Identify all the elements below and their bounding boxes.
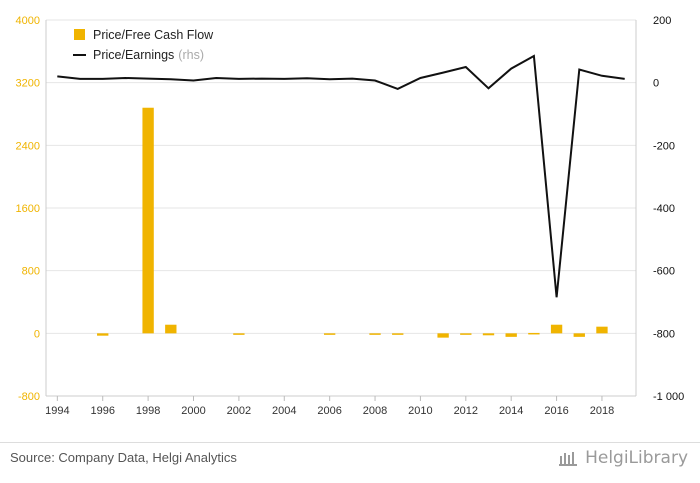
- brand-logo: HelgiLibrary: [559, 448, 688, 468]
- x-axis: 1994 1996 1998 2000 2002 2004 2006 2008 2010 2012…: [45, 395, 636, 417]
- right-tick-label: -1 000: [653, 391, 684, 403]
- legend: Price/Free Cash Flow Price/Earnings (rhs): [73, 28, 214, 62]
- x-tick-label: 1998: [136, 405, 160, 417]
- bar: [233, 333, 245, 335]
- bar: [482, 333, 495, 336]
- bar: [323, 333, 336, 335]
- left-tick-label: 2400: [16, 140, 40, 152]
- bar: [392, 333, 404, 335]
- x-tick-label: 2016: [544, 405, 568, 417]
- left-tick-label: -800: [18, 391, 40, 403]
- legend-label-pe-suffix: (rhs): [178, 48, 204, 62]
- x-tick-label: 2014: [499, 405, 523, 417]
- left-axis: 4000 3200 2400 1600 800 0 -800: [16, 15, 47, 403]
- legend-label-pe: Price/Earnings (rhs): [93, 48, 204, 62]
- source-note: Source: Company Data, Helgi Analytics: [10, 450, 237, 465]
- left-tick-label: 1600: [16, 203, 40, 215]
- x-tick-label: 2018: [590, 405, 614, 417]
- x-tick-label: 2008: [363, 405, 387, 417]
- x-tick-label: 2010: [408, 405, 432, 417]
- bar: [437, 333, 449, 338]
- x-tick-label: 2012: [454, 405, 478, 417]
- bar: [97, 333, 109, 336]
- left-tick-label: 0: [34, 328, 40, 340]
- bar: [460, 333, 472, 335]
- bar: [369, 333, 381, 335]
- x-tick-label: 1996: [90, 405, 114, 417]
- library-icon: [559, 452, 578, 466]
- bar: [528, 332, 540, 335]
- right-tick-label: -600: [653, 266, 675, 278]
- right-tick-label: -200: [653, 140, 675, 152]
- legend-label-pe-name: Price/Earnings: [93, 48, 174, 62]
- legend-label-fcf: Price/Free Cash Flow: [93, 28, 214, 42]
- bar: [550, 324, 563, 334]
- x-tick-label: 2004: [272, 405, 296, 417]
- legend-swatch-fcf: [74, 29, 85, 40]
- right-tick-label: -400: [653, 203, 675, 215]
- line-series: [57, 54, 625, 298]
- bar: [165, 324, 177, 334]
- left-tick-label: 3200: [16, 78, 40, 90]
- right-tick-label: 0: [653, 78, 659, 90]
- bar: [573, 333, 585, 337]
- bar: [596, 326, 608, 334]
- x-tick-label: 2006: [317, 405, 341, 417]
- bar-series: [97, 107, 608, 338]
- right-axis: 200 0 -200 -400 -600 -800 -1 000: [635, 15, 684, 403]
- footer-divider: [0, 442, 700, 443]
- bar: [142, 107, 154, 334]
- right-tick-label: 200: [653, 15, 671, 27]
- pe-line: [57, 54, 625, 298]
- right-tick-label: -800: [653, 328, 675, 340]
- left-tick-label: 800: [22, 266, 40, 278]
- x-tick-label: 2000: [181, 405, 205, 417]
- brand-name: HelgiLibrary: [585, 448, 688, 468]
- x-tick-label: 1994: [45, 405, 69, 417]
- bar: [505, 333, 517, 337]
- x-tick-label: 2002: [227, 405, 251, 417]
- left-tick-label: 4000: [16, 15, 40, 27]
